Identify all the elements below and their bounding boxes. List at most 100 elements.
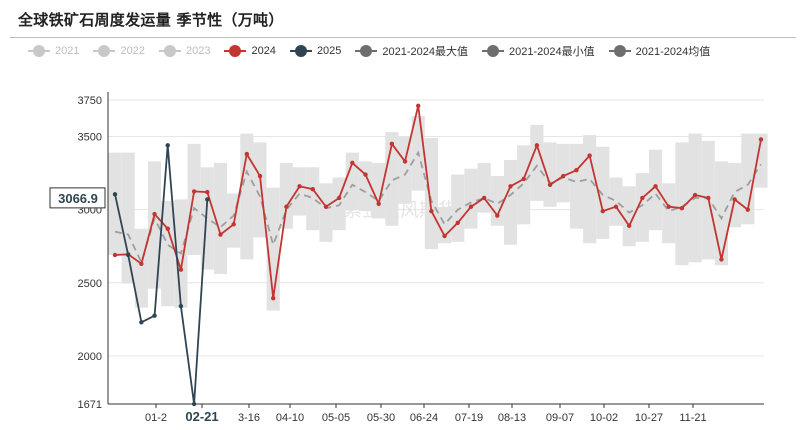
data-point bbox=[139, 261, 144, 266]
legend-marker-icon bbox=[224, 45, 247, 57]
data-point bbox=[112, 192, 118, 197]
data-point bbox=[666, 204, 671, 209]
data-point bbox=[284, 204, 289, 209]
band-bar bbox=[648, 149, 663, 231]
x-tick-label: 05-05 bbox=[322, 412, 350, 424]
band-bar bbox=[108, 152, 122, 255]
legend-label: 2021 bbox=[55, 45, 80, 57]
legend-marker-icon bbox=[158, 45, 181, 57]
x-tick-label: 10-27 bbox=[635, 412, 663, 424]
band-bar bbox=[517, 145, 531, 225]
data-point bbox=[653, 184, 658, 189]
data-point bbox=[350, 160, 355, 166]
data-point bbox=[626, 223, 632, 228]
mean-line bbox=[114, 150, 762, 265]
band-bar bbox=[213, 162, 228, 275]
data-point bbox=[481, 195, 487, 201]
band-bar bbox=[556, 143, 570, 203]
legend-item-2022[interactable]: 2022 bbox=[93, 45, 145, 57]
data-point bbox=[165, 143, 170, 148]
data-point bbox=[310, 186, 315, 192]
band-bar bbox=[530, 124, 544, 201]
data-point bbox=[165, 226, 170, 231]
data-point bbox=[468, 204, 474, 209]
legend-label: 2022 bbox=[120, 45, 145, 57]
band-bar bbox=[543, 142, 557, 207]
x-tick-label: 11-21 bbox=[679, 412, 706, 424]
data-point bbox=[389, 141, 395, 147]
data-point bbox=[758, 137, 764, 142]
legend: 2021 2022 2023 2024 2025 2021-2024最大值 2021-202… bbox=[28, 42, 724, 60]
data-point bbox=[442, 233, 447, 239]
data-point bbox=[218, 232, 223, 237]
data-point bbox=[402, 159, 408, 164]
chart-title: 全球铁矿石周度发运量 季节性（万吨） bbox=[18, 11, 284, 29]
data-point bbox=[706, 195, 711, 201]
band-bar bbox=[240, 133, 254, 260]
data-point bbox=[640, 195, 645, 201]
data-point bbox=[376, 201, 381, 207]
x-tick-label: 3-16 bbox=[238, 412, 260, 424]
legend-marker-icon bbox=[608, 45, 631, 57]
band-bar bbox=[398, 136, 412, 204]
data-point bbox=[336, 195, 342, 201]
x-tick-label: 05-30 bbox=[367, 412, 395, 424]
band-bar bbox=[754, 133, 768, 188]
legend-item-2021-2024-5[interactable]: 2021-2024最大值 bbox=[355, 43, 468, 59]
legend-marker-icon bbox=[93, 45, 116, 57]
data-point bbox=[125, 252, 131, 258]
legend-item-2021[interactable]: 2021 bbox=[28, 45, 79, 57]
data-point bbox=[152, 211, 157, 217]
band-bar bbox=[358, 161, 373, 212]
y-tick-label: 2500 bbox=[78, 278, 102, 290]
data-point bbox=[455, 220, 460, 226]
data-point bbox=[574, 167, 579, 173]
data-point bbox=[547, 182, 553, 188]
data-point bbox=[561, 173, 566, 179]
band-bar bbox=[675, 142, 689, 266]
series-2025 bbox=[112, 143, 210, 407]
y-pointer-value: 3066.9 bbox=[58, 191, 98, 206]
legend-marker-icon bbox=[289, 45, 312, 57]
x-tick-label: 04-10 bbox=[276, 412, 304, 424]
band-bar bbox=[662, 183, 676, 244]
band-bar bbox=[490, 176, 504, 226]
y-tick-label: 3750 bbox=[78, 95, 102, 107]
band-bar bbox=[161, 200, 175, 307]
legend-item-2025[interactable]: 2025 bbox=[289, 45, 341, 57]
band-bar bbox=[635, 173, 649, 242]
legend-label: 2023 bbox=[185, 45, 211, 57]
band-bar bbox=[187, 143, 201, 255]
x-tick-label: 09-07 bbox=[546, 412, 574, 424]
data-point bbox=[205, 197, 210, 202]
legend-item-2021-2024-7[interactable]: 2021-2024均值 bbox=[608, 43, 710, 59]
band-bar bbox=[451, 174, 465, 242]
legend-item-2023[interactable]: 2023 bbox=[158, 45, 211, 57]
y-tick-label: 1671 bbox=[78, 399, 102, 411]
data-point bbox=[508, 184, 513, 189]
band-bar bbox=[714, 161, 729, 266]
series-line-2024 bbox=[114, 105, 762, 299]
legend-item-2024[interactable]: 2024 bbox=[224, 45, 276, 57]
band-bar bbox=[503, 159, 518, 245]
band-bar bbox=[200, 167, 214, 270]
legend-marker-icon bbox=[482, 45, 505, 57]
title-divider bbox=[10, 37, 796, 38]
band-bar bbox=[609, 177, 623, 226]
data-point bbox=[587, 153, 592, 158]
band-bar bbox=[293, 167, 307, 216]
data-point bbox=[745, 207, 751, 212]
band-bar bbox=[464, 168, 478, 229]
data-point bbox=[191, 189, 197, 194]
band-bar bbox=[438, 206, 452, 244]
x-axis: 01-2 02-21 3-16 04-10 05-05 05-30 06-24 07-19 08… bbox=[145, 404, 707, 424]
y-tick-label: 3500 bbox=[78, 132, 102, 144]
legend-marker-icon bbox=[28, 45, 50, 57]
band-bar bbox=[121, 152, 135, 284]
data-point bbox=[139, 320, 144, 325]
data-point bbox=[613, 204, 619, 209]
x-tick-label: 06-24 bbox=[410, 412, 438, 424]
legend-item-2021-2024-6[interactable]: 2021-2024最小值 bbox=[482, 43, 595, 59]
data-point bbox=[112, 252, 118, 258]
